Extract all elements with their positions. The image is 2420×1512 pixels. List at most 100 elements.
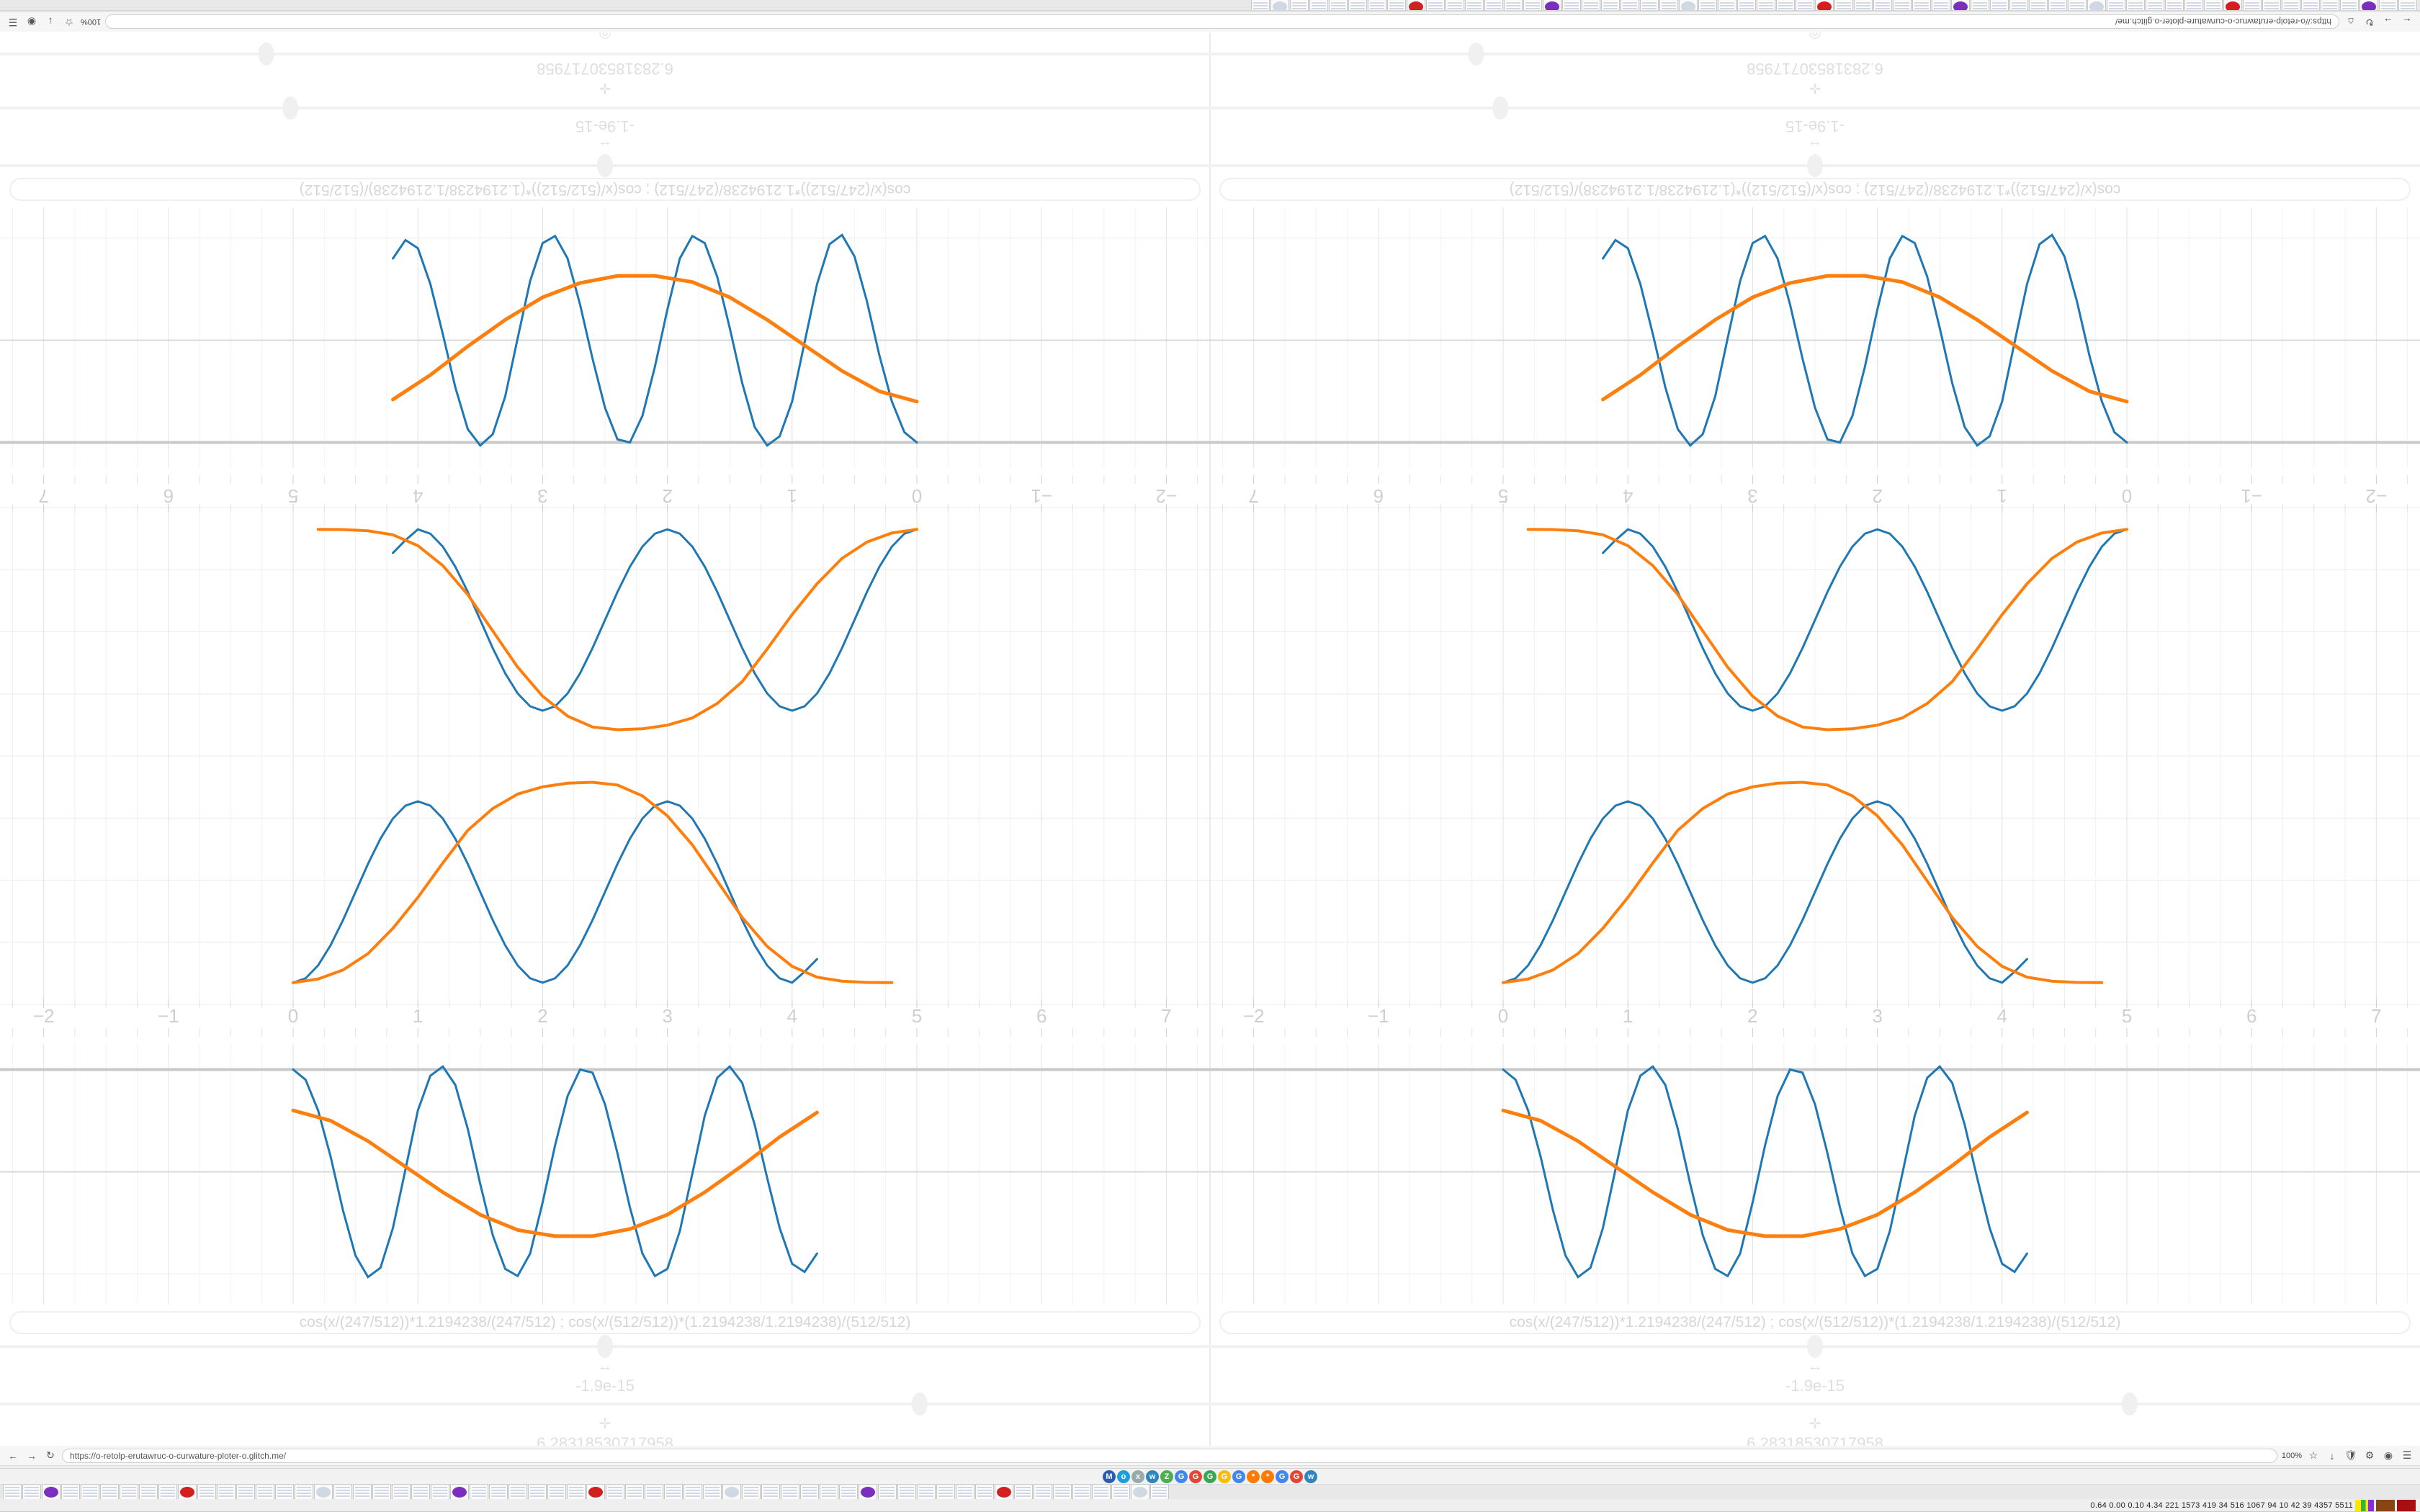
bookmark-favicon-icon[interactable]: x (1131, 1470, 1144, 1483)
reload-icon[interactable]: ↻ (2365, 17, 2374, 28)
browser-tab[interactable] (1111, 1484, 1130, 1500)
browser-tab[interactable] (664, 1484, 683, 1500)
bookmark-favicon-icon[interactable]: G (1276, 1470, 1289, 1483)
browser-tab[interactable] (567, 1484, 586, 1500)
plot-area-upright[interactable]: −2 −1 0 1 2 3 4 5 6 7 cos(x/(247/512))*1.2194238/(… (0, 756, 2420, 1480)
browser-tab[interactable] (839, 1484, 858, 1500)
browser-tab[interactable] (3, 1484, 22, 1500)
browser-tab[interactable] (684, 1484, 702, 1500)
download-icon-bottom[interactable]: ↓ (2329, 1449, 2335, 1462)
bookmark-favicon-icon[interactable]: G (1189, 1470, 1202, 1483)
browser-tab[interactable] (81, 1484, 99, 1500)
bookmark-favicon-icon[interactable]: G (1232, 1470, 1245, 1483)
browser-tab[interactable] (22, 1484, 41, 1500)
browser-tab[interactable] (392, 1484, 411, 1500)
browser-tab[interactable] (256, 1484, 274, 1500)
bookmark-favicon-icon[interactable]: G (1218, 1470, 1231, 1483)
gear-icon-bottom[interactable]: ⚙ (2365, 1449, 2375, 1461)
browser-tab[interactable] (197, 1484, 216, 1500)
browser-tab[interactable] (353, 1484, 372, 1500)
browser-tab[interactable] (859, 1484, 877, 1500)
browser-tab[interactable] (936, 1484, 955, 1500)
bookmark-favicon-icon[interactable]: Z (1160, 1470, 1173, 1483)
bookmark-favicon-icon[interactable]: G (1204, 1470, 1216, 1483)
browser-tab[interactable] (295, 1484, 313, 1500)
bookmark-favicon-icon[interactable]: G (1175, 1470, 1188, 1483)
browser-tab[interactable] (275, 1484, 294, 1500)
bookmark-star-icon-bottom[interactable]: ☆ (2308, 1449, 2318, 1461)
browser-tab[interactable] (158, 1484, 177, 1500)
browser-tab[interactable] (508, 1484, 527, 1500)
browser-tab[interactable] (100, 1484, 119, 1500)
bookmark-favicon-icon[interactable]: w (1304, 1470, 1317, 1483)
bookmark-favicon-icon[interactable]: w (1146, 1470, 1159, 1483)
browser-tab[interactable] (625, 1484, 644, 1500)
account-icon[interactable]: ◉ (27, 17, 37, 28)
browser-tab[interactable] (878, 1484, 897, 1500)
back-arrow-icon[interactable]: ← (2402, 16, 2412, 28)
browser-tab[interactable] (139, 1484, 158, 1500)
browser-tab[interactable] (781, 1484, 799, 1500)
browser-tab[interactable] (1072, 1484, 1091, 1500)
shield-icon-bottom[interactable]: 🛡 (2344, 1449, 2357, 1461)
browser-tab[interactable] (761, 1484, 780, 1500)
browser-tab[interactable] (42, 1484, 60, 1500)
bookmark-favicon-icon[interactable]: M (1103, 1470, 1116, 1483)
forward-arrow-icon-bottom[interactable]: → (27, 1449, 37, 1462)
browser-tab[interactable] (897, 1484, 916, 1500)
bookmark-favicon-icon[interactable]: o (1117, 1470, 1130, 1483)
browser-tab[interactable] (450, 1484, 469, 1500)
browser-tab[interactable] (431, 1484, 449, 1500)
browser-tab[interactable] (645, 1484, 663, 1500)
browser-tab[interactable] (742, 1484, 761, 1500)
home-icon[interactable]: ⌂ (2347, 16, 2354, 28)
zoom-level-top[interactable]: 100% (81, 17, 102, 27)
browser-tab[interactable] (528, 1484, 547, 1500)
browser-tab[interactable] (956, 1484, 974, 1500)
browser-tab[interactable] (1014, 1484, 1033, 1500)
browser-tab[interactable] (1053, 1484, 1072, 1500)
bookmark-favicon-icon[interactable]: G (1290, 1470, 1303, 1483)
browser-tab[interactable] (917, 1484, 936, 1500)
browser-tab[interactable] (586, 1484, 605, 1500)
browser-tab[interactable] (800, 1484, 819, 1500)
browser-tab[interactable] (236, 1484, 255, 1500)
browser-tab[interactable] (820, 1484, 838, 1500)
browser-tab[interactable] (217, 1484, 236, 1500)
browser-tab[interactable] (178, 1484, 197, 1500)
browser-tab[interactable] (1131, 1484, 1150, 1500)
browser-tab[interactable] (547, 1484, 566, 1500)
browser-tab[interactable] (61, 1484, 80, 1500)
browser-tab[interactable] (470, 1484, 488, 1500)
browser-tab[interactable] (1034, 1484, 1052, 1500)
browser-tab[interactable] (1092, 1484, 1111, 1500)
back-arrow-icon-bottom[interactable]: ← (8, 1449, 18, 1462)
browser-tab[interactable] (722, 1484, 741, 1500)
browser-tab[interactable] (314, 1484, 333, 1500)
bookmark-star-icon[interactable]: ☆ (64, 17, 74, 28)
bookmark-favicon-icon[interactable]: * (1247, 1470, 1260, 1483)
browser-tab[interactable] (606, 1484, 624, 1500)
account-icon-bottom[interactable]: ◉ (2383, 1449, 2393, 1461)
reload-icon-bottom[interactable]: ↻ (46, 1449, 55, 1461)
tab-strip-bottom[interactable] (0, 1484, 2420, 1500)
url-bar-top[interactable]: https://o-retolp-erutawruc-o-curwature-p… (105, 14, 2339, 30)
plot-area-rotated[interactable]: −2 −1 0 1 2 3 4 5 6 7 cos(x/(247/512))*1.2194238/(… (0, 32, 2420, 756)
browser-tab[interactable] (489, 1484, 508, 1500)
forward-arrow-icon[interactable]: → (2383, 16, 2393, 28)
url-bar-bottom[interactable]: https://o-retolp-erutawruc-o-curwature-p… (62, 1448, 2277, 1463)
hamburger-menu-icon-bottom[interactable]: ☰ (2402, 1449, 2412, 1461)
browser-tab[interactable] (333, 1484, 352, 1500)
browser-tab[interactable] (411, 1484, 430, 1500)
browser-tab[interactable] (120, 1484, 138, 1500)
browser-tab[interactable] (703, 1484, 722, 1500)
browser-tab[interactable] (975, 1484, 994, 1500)
browser-tab[interactable] (372, 1484, 391, 1500)
download-icon[interactable]: ↓ (48, 16, 53, 28)
zoom-level-bottom[interactable]: 100% (2281, 1451, 2302, 1460)
browser-tab[interactable] (1150, 1484, 1169, 1500)
browser-tab[interactable] (995, 1484, 1013, 1500)
hamburger-menu-icon[interactable]: ☰ (8, 17, 18, 28)
bookmark-favicon-icon[interactable]: * (1261, 1470, 1274, 1483)
